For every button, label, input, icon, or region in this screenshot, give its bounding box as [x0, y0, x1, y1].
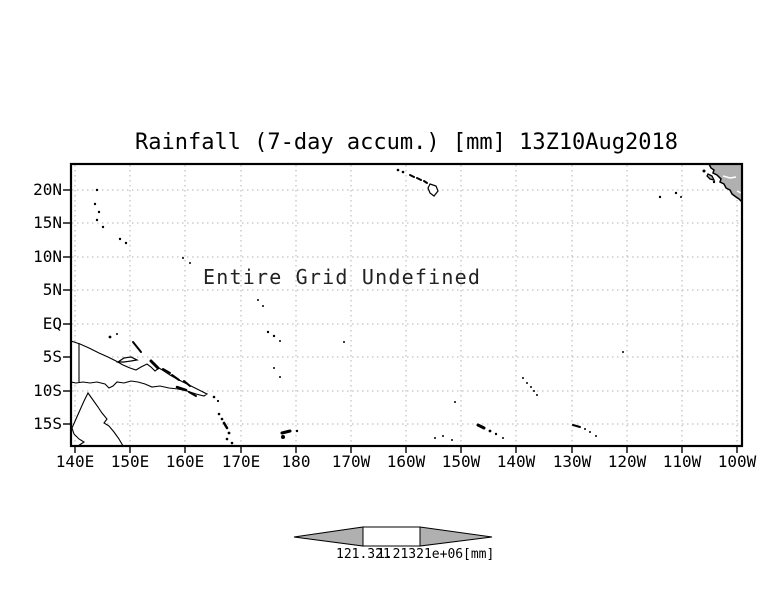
colorbar-arrows [293, 526, 493, 547]
coastline-new-guinea [70, 340, 209, 397]
x-tick-label-10: 120W [607, 452, 647, 471]
island-hawaii [427, 183, 439, 197]
island-dots [93, 168, 716, 445]
x-tick-label-5: 170W [331, 452, 371, 471]
y-tick-label-5: 5S [42, 347, 62, 366]
y-tick-label-3: 5N [42, 280, 62, 299]
x-tick-label-7: 150W [441, 452, 481, 471]
x-tick-label-8: 140W [496, 452, 536, 471]
x-tick-label-3: 170E [221, 452, 261, 471]
x-tick-label-9: 130W [552, 452, 592, 471]
island-chains [116, 174, 581, 435]
x-tick-label-12: 100W [717, 452, 757, 471]
y-tick-label-4: EQ [42, 314, 62, 333]
colorbar-box [362, 526, 421, 547]
coastline-north-america [706, 163, 743, 204]
x-tick-label-1: 150E [110, 452, 150, 471]
colorbar [293, 526, 493, 547]
colorbar-units-label: [mm] [463, 547, 495, 562]
x-tick-label-0: 140E [55, 452, 95, 471]
x-tick-label-2: 160E [165, 452, 205, 471]
y-tick-label-7: 15S [33, 414, 62, 433]
land-border-lines [722, 175, 742, 194]
x-tick-label-6: 160W [386, 452, 426, 471]
graticule [72, 165, 741, 445]
y-tick-label-1: 15N [33, 213, 62, 232]
y-tick-label-0: 20N [33, 180, 62, 199]
colorbar-right-label: 1.21321e+06 [377, 547, 464, 562]
colorbar-left-label: 121.321 [336, 547, 391, 562]
y-tick-label-6: 10S [33, 381, 62, 400]
y-tick-label-2: 10N [33, 247, 62, 266]
x-tick-label-4: 180 [281, 452, 311, 471]
undefined-grid-message: Entire Grid Undefined [203, 265, 482, 289]
x-tick-label-11: 110W [662, 452, 702, 471]
plot-title: Rainfall (7-day accum.) [mm] 13Z10Aug201… [134, 130, 679, 155]
coastline-australia [71, 391, 124, 447]
axis-ticks [63, 189, 738, 453]
